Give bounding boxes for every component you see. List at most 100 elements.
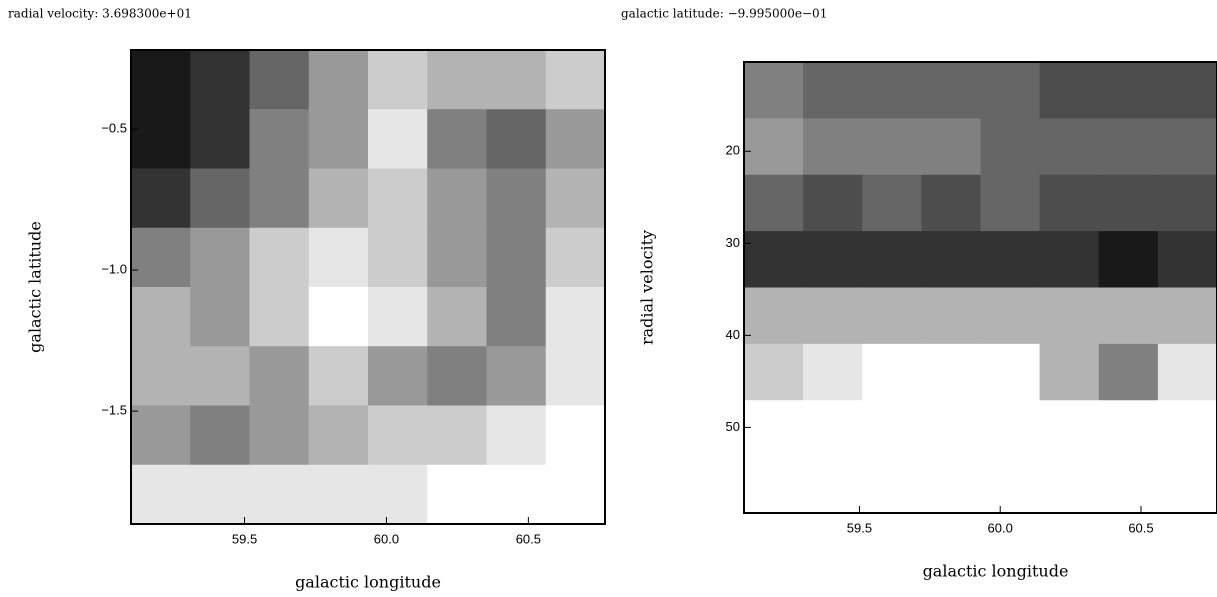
heat-cell (744, 456, 804, 514)
heat-cell (427, 50, 487, 110)
heat-cell (486, 109, 547, 169)
heat-cell (862, 400, 922, 458)
heat-cell (427, 287, 487, 347)
y-tick-label: −1.5 (101, 403, 127, 418)
x-axis-label: galactic longitude (295, 573, 441, 592)
heat-cell (131, 50, 191, 110)
heat-cell (1098, 231, 1159, 288)
heat-cell (803, 62, 863, 119)
x-tick-label: 59.5 (847, 520, 872, 535)
heat-cell (1157, 62, 1217, 119)
plot-frame (743, 61, 1217, 514)
heat-cell (1039, 287, 1100, 345)
heat-cell (368, 168, 428, 229)
heat-cell (308, 346, 369, 406)
heat-cell (308, 405, 369, 466)
heat-cell (131, 287, 191, 347)
heat-cell (1098, 174, 1159, 232)
heat-cell (980, 118, 1041, 176)
heat-cell (545, 109, 606, 169)
heat-cell (486, 464, 547, 525)
x-axis-label: galactic longitude (923, 562, 1069, 581)
heat-cell (1098, 62, 1159, 119)
heat-cell (744, 118, 804, 176)
heat-cell (1157, 343, 1217, 401)
heat-cell (1157, 456, 1217, 514)
heat-cell (427, 464, 487, 525)
heat-cell (921, 62, 981, 119)
heat-cell (1098, 118, 1159, 176)
heat-cell (249, 464, 310, 525)
heat-cell (980, 456, 1041, 514)
y-tick-label: −1.0 (101, 262, 127, 277)
heat-cell (190, 168, 250, 229)
heat-cell (921, 287, 981, 345)
heat-cell (249, 405, 310, 466)
heat-cell (249, 109, 310, 169)
heat-cell (803, 456, 863, 514)
heat-cell (1157, 287, 1217, 345)
heat-cell (131, 109, 191, 169)
heat-cell (486, 168, 547, 229)
heat-cell (190, 405, 250, 466)
heat-cell (744, 343, 804, 401)
heat-cell (427, 346, 487, 406)
heat-cell (921, 456, 981, 514)
heat-cell (1098, 343, 1159, 401)
heat-cell (980, 400, 1041, 458)
heat-cell (744, 174, 804, 232)
heat-cell (980, 62, 1041, 119)
heat-cell (744, 62, 804, 119)
heat-cell (980, 343, 1041, 401)
heat-cell (545, 405, 606, 466)
y-tick-label: −0.5 (101, 120, 127, 135)
heat-cell (921, 174, 981, 232)
heat-cell (545, 168, 606, 229)
heat-cell (921, 231, 981, 288)
heat-cell (368, 464, 428, 525)
heat-cell (427, 405, 487, 466)
heat-cell (545, 227, 606, 288)
heat-cell (308, 168, 369, 229)
y-tick-label: 40 (726, 327, 740, 342)
x-tick-label: 60.0 (988, 520, 1013, 535)
x-tick-label: 60.5 (516, 531, 541, 546)
heat-cell (486, 227, 547, 288)
heat-cell (862, 287, 922, 345)
heat-cell (803, 174, 863, 232)
heat-cell (980, 174, 1041, 232)
y-tick-label: 20 (726, 143, 740, 158)
heat-cell (1098, 456, 1159, 514)
heat-cell (190, 287, 250, 347)
heat-cell (803, 400, 863, 458)
heat-cell (486, 287, 547, 347)
heat-cell (249, 50, 310, 110)
heat-cell (1039, 400, 1100, 458)
heat-cell (744, 400, 804, 458)
heat-cell (249, 346, 310, 406)
heat-cell (1157, 231, 1217, 288)
heat-cell (190, 227, 250, 288)
heat-cell (803, 287, 863, 345)
heat-cell (131, 405, 191, 466)
panel-title: radial velocity: 3.698300e+01 (8, 7, 192, 21)
heat-cell (744, 287, 804, 345)
y-axis-label: radial velocity (638, 230, 657, 345)
heat-cell (486, 50, 547, 110)
heat-cell (131, 346, 191, 406)
heat-cell (427, 227, 487, 288)
heat-cell (545, 50, 606, 110)
heat-cell (486, 346, 547, 406)
heat-cell (862, 62, 922, 119)
heat-cell (1039, 62, 1100, 119)
heat-cell (131, 464, 191, 525)
heat-cell (921, 343, 981, 401)
heat-cell (131, 168, 191, 229)
heat-cell (1039, 456, 1100, 514)
y-axis-label: galactic latitude (26, 221, 45, 353)
heat-cell (368, 346, 428, 406)
heat-cell (190, 50, 250, 110)
heat-cell (803, 118, 863, 176)
heat-cell (1039, 118, 1100, 176)
